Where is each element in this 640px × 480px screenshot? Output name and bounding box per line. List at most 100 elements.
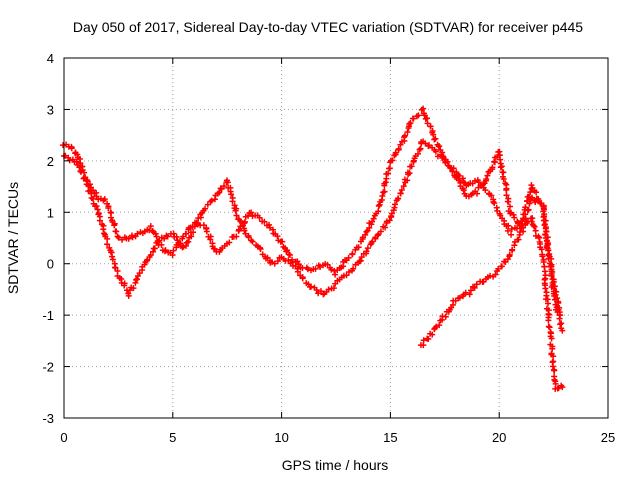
y-tick-label: 4: [47, 51, 54, 66]
data-point: [114, 267, 121, 274]
data-point: [548, 255, 555, 262]
data-point: [415, 112, 422, 119]
y-tick-label: 0: [47, 257, 54, 272]
data-point: [533, 189, 540, 196]
data-point: [379, 193, 386, 200]
data-point: [105, 204, 112, 211]
data-point: [449, 168, 456, 175]
data-point: [93, 193, 100, 200]
data-point: [274, 233, 281, 240]
data-point: [430, 131, 437, 138]
data-point: [173, 233, 180, 240]
data-point: [236, 226, 243, 233]
data-point: [202, 205, 209, 212]
data-point: [324, 261, 331, 268]
data-point: [407, 119, 414, 126]
data-point: [382, 224, 389, 231]
x-axis-label: GPS time / hours: [282, 457, 389, 473]
data-point: [304, 266, 311, 273]
data-point: [432, 135, 439, 142]
data-point: [551, 367, 558, 374]
data-point: [395, 145, 402, 152]
data-point: [417, 145, 424, 152]
data-point: [284, 247, 291, 254]
x-tick-label: 20: [492, 430, 506, 445]
data-point: [492, 271, 499, 278]
data-point: [153, 233, 160, 240]
data-point: [542, 217, 549, 224]
data-point: [505, 222, 512, 229]
data-point: [345, 269, 352, 276]
data-point: [221, 183, 228, 190]
data-point: [125, 235, 132, 242]
data-point: [207, 236, 214, 243]
data-point: [385, 170, 392, 177]
data-point: [109, 253, 116, 260]
data-point: [495, 265, 502, 272]
data-point: [549, 363, 556, 370]
data-point: [232, 207, 239, 214]
x-tick-label: 0: [60, 430, 67, 445]
data-point: [226, 239, 233, 246]
data-point: [242, 230, 249, 237]
data-point: [420, 337, 427, 344]
data-point: [170, 247, 177, 254]
data-point: [557, 321, 564, 328]
x-tick-label: 10: [274, 430, 288, 445]
data-point: [420, 105, 427, 112]
axis-ticks: 0 5 10 15 20 25 -3 -2 -1 0 1 2 3 4: [42, 51, 615, 445]
data-point: [299, 274, 306, 281]
data-point: [551, 283, 558, 290]
data-point: [294, 268, 301, 275]
data-point: [466, 291, 473, 298]
data-point: [522, 204, 529, 211]
data-point: [381, 188, 388, 195]
data-point: [401, 132, 408, 139]
data-point: [484, 172, 491, 179]
data-point: [504, 227, 511, 234]
data-point: [404, 128, 411, 135]
data-point: [421, 112, 428, 119]
data-point: [532, 227, 539, 234]
data-point: [427, 123, 434, 130]
data-point: [216, 189, 223, 196]
data-point: [111, 222, 118, 229]
data-point: [508, 231, 515, 238]
data-point: [370, 215, 377, 222]
data-point: [228, 191, 235, 198]
data-point: [208, 197, 215, 204]
data-point: [289, 256, 296, 263]
y-tick-label: -3: [42, 411, 54, 426]
data-point: [183, 230, 190, 237]
data-point: [383, 218, 390, 225]
data-point: [482, 187, 489, 194]
data-point: [233, 212, 240, 219]
data-point: [506, 251, 513, 258]
data-point: [185, 238, 192, 245]
data-point: [398, 187, 405, 194]
data-point: [509, 246, 516, 253]
data-point: [539, 253, 546, 260]
data-point: [129, 234, 136, 241]
data-point: [386, 165, 393, 172]
data-point: [233, 233, 240, 240]
data-point: [357, 257, 364, 264]
data-point: [73, 158, 80, 165]
data-point: [515, 236, 522, 243]
data-point: [241, 218, 248, 225]
data-point: [525, 206, 532, 213]
data-point: [190, 229, 197, 236]
data-point: [542, 285, 549, 292]
data-point: [527, 189, 534, 196]
data-point: [101, 196, 108, 203]
data-point: [177, 240, 184, 247]
data-point: [473, 281, 480, 288]
data-point: [189, 223, 196, 230]
data-point: [532, 199, 539, 206]
data-point: [96, 217, 103, 224]
data-point: [312, 265, 319, 272]
data-point: [543, 228, 550, 235]
chart-title: Day 050 of 2017, Sidereal Day-to-day VTE…: [73, 19, 583, 35]
data-point: [497, 164, 504, 171]
data-point: [133, 276, 140, 283]
